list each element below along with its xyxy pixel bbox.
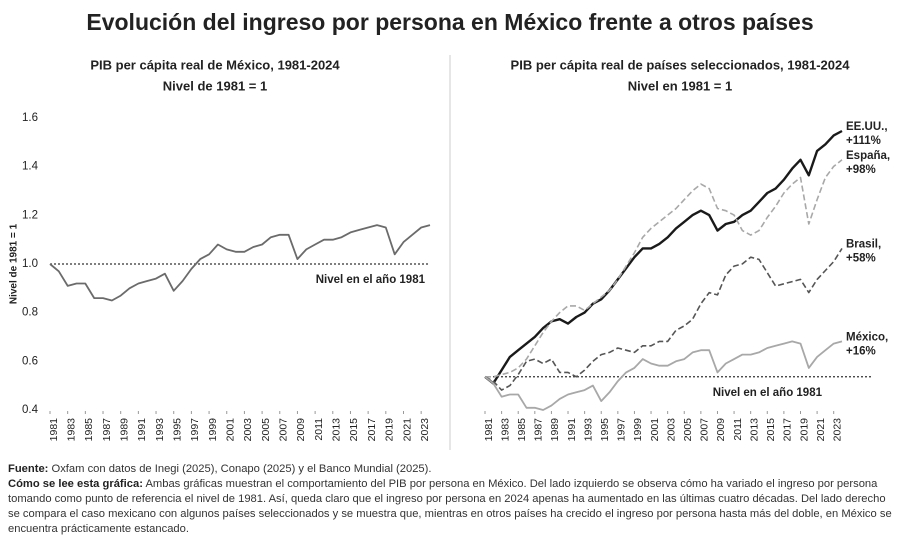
series-label: Brasil, (846, 238, 881, 250)
change-label: +16% (846, 345, 876, 357)
x-tick-label: 1981 (48, 418, 60, 442)
x-tick-label: 1985 (83, 418, 95, 442)
x-tick-label: 2021 (815, 418, 827, 442)
y-axis-label: Nivel de 1981 = 1 (9, 223, 20, 304)
reference-label: Nivel en el año 1981 (316, 274, 426, 286)
series-label: México, (846, 331, 888, 343)
x-tick-label: 1983 (499, 418, 511, 442)
x-tick-label: 2009 (715, 418, 727, 442)
series-line (49, 224, 431, 302)
x-tick-label: 2001 (225, 418, 237, 442)
notes: Fuente: Oxfam con datos de Inegi (2025),… (8, 462, 892, 537)
note-label: Cómo se lee esta gráfica: (8, 478, 143, 490)
x-tick-label: 1997 (616, 418, 628, 442)
x-tick-label: 2013 (748, 418, 760, 442)
x-tick-label: 1989 (118, 418, 130, 442)
x-tick-label: 2003 (242, 418, 254, 442)
x-tick-label: 2015 (765, 418, 777, 442)
y-tick-label: 0.4 (22, 404, 39, 416)
series-line (484, 129, 843, 385)
x-tick-label: 2007 (699, 418, 711, 442)
series-line (485, 159, 843, 378)
series-label: EE.UU., (846, 121, 888, 133)
x-tick-label: 1999 (207, 418, 219, 442)
x-tick-label: 1991 (566, 418, 578, 442)
series-line (484, 247, 843, 391)
note-text: Ambas gráficas muestran el comportamient… (8, 478, 892, 535)
x-tick-label: 2015 (348, 418, 360, 442)
panel-subtitle: Nivel en 1981 = 1 (628, 78, 732, 93)
panel-title: PIB per cápita real de países selecciona… (511, 57, 851, 72)
x-tick-label: 2003 (665, 418, 677, 442)
change-label: +58% (846, 252, 876, 264)
main-title: Evolución del ingreso por persona en Méx… (86, 9, 813, 35)
x-tick-label: 2023 (419, 418, 431, 442)
x-tick-label: 1987 (533, 418, 545, 442)
x-tick-label: 1993 (582, 418, 594, 442)
y-tick-label: 1.0 (22, 258, 38, 270)
x-tick-label: 1995 (172, 418, 184, 442)
note: Cómo se lee esta gráfica: Ambas gráficas… (8, 477, 892, 537)
x-tick-label: 1995 (599, 418, 611, 442)
x-tick-label: 2001 (649, 418, 661, 442)
x-tick-label: 2017 (782, 418, 794, 442)
change-label: +111% (846, 135, 881, 147)
chart: Evolución del ingreso por persona en Méx… (9, 9, 890, 450)
x-tick-label: 1981 (483, 418, 495, 442)
x-tick-label: 1983 (65, 418, 77, 442)
x-tick-label: 1997 (189, 418, 201, 442)
note-text: Oxfam con datos de Inegi (2025), Conapo … (51, 463, 432, 475)
x-tick-label: 2005 (682, 418, 694, 442)
note: Fuente: Oxfam con datos de Inegi (2025),… (8, 462, 892, 477)
x-tick-label: 1991 (136, 418, 148, 442)
x-tick-label: 2011 (313, 418, 325, 441)
x-tick-label: 1993 (154, 418, 166, 442)
x-tick-label: 1985 (516, 418, 528, 442)
x-tick-label: 2005 (260, 418, 272, 442)
y-tick-label: 0.6 (22, 355, 38, 367)
x-tick-label: 2019 (798, 418, 810, 442)
note-label: Fuente: (8, 463, 49, 475)
x-tick-label: 2011 (732, 418, 744, 441)
series-label: España, (846, 150, 890, 162)
panel-title: PIB per cápita real de México, 1981-2024 (90, 57, 340, 72)
x-tick-label: 1999 (632, 418, 644, 442)
x-tick-label: 2007 (278, 418, 290, 442)
panel-subtitle: Nivel de 1981 = 1 (163, 78, 267, 93)
x-tick-label: 1987 (101, 418, 113, 442)
y-tick-label: 1.4 (22, 161, 39, 173)
series-line (484, 340, 843, 411)
x-tick-label: 2013 (331, 418, 343, 442)
reference-label: Nivel en el año 1981 (713, 387, 823, 399)
change-label: +98% (846, 164, 876, 176)
x-tick-label: 2009 (295, 418, 307, 442)
y-tick-label: 0.8 (22, 307, 38, 319)
y-tick-label: 1.6 (22, 112, 38, 124)
x-tick-label: 2023 (831, 418, 843, 442)
x-tick-label: 1989 (549, 418, 561, 442)
x-tick-label: 2017 (366, 418, 378, 442)
x-tick-label: 2021 (401, 418, 413, 442)
x-tick-label: 2019 (384, 418, 396, 442)
y-tick-label: 1.2 (22, 209, 38, 221)
